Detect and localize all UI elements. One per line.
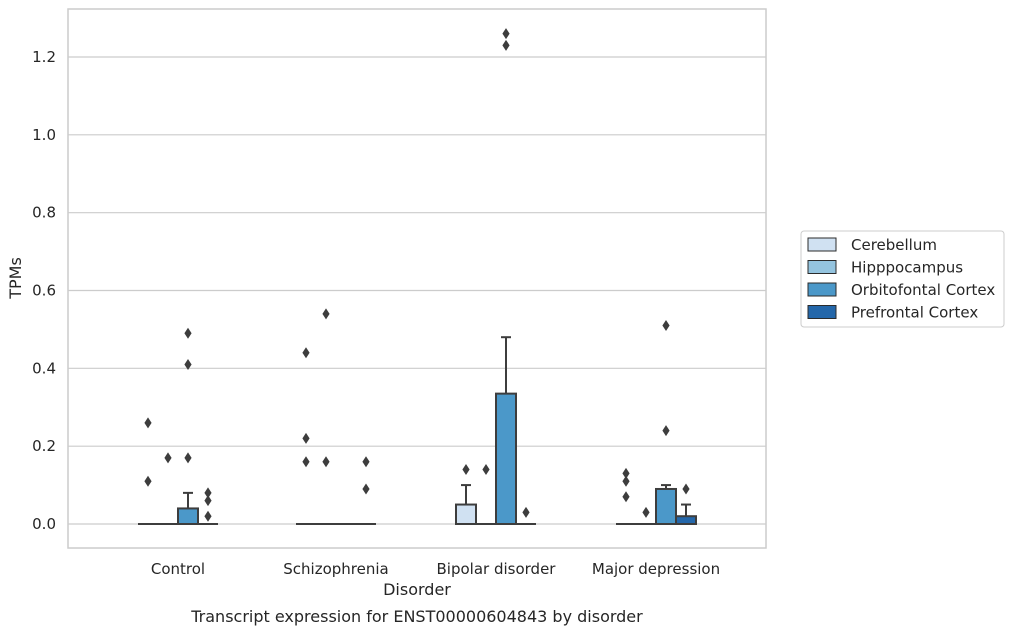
y-tick-label: 0.2 — [32, 437, 56, 455]
outliers — [144, 28, 690, 522]
outlier-point — [482, 464, 490, 476]
box-body — [655, 487, 677, 526]
y-tick-label: 1.0 — [32, 126, 56, 144]
boxes — [138, 336, 697, 526]
box-orbitofontal-cortex — [655, 484, 677, 526]
x-tick-label: Schizophrenia — [283, 560, 388, 578]
y-tick-label: 0.4 — [32, 359, 56, 377]
outlier-point — [204, 510, 212, 522]
outlier-point — [184, 452, 192, 464]
outlier-point — [522, 506, 530, 518]
outlier-point — [622, 475, 630, 487]
box-cerebellum — [455, 484, 477, 525]
outlier-point — [204, 495, 212, 507]
y-tick-label: 1.2 — [32, 48, 56, 66]
x-axis-ticks: Control Schizophrenia Bipolar disorder Majo… — [151, 560, 720, 578]
x-tick-label: Major depression — [592, 560, 720, 578]
y-axis-label: TPMs — [6, 257, 25, 300]
legend-label: Hipppocampus — [851, 259, 963, 277]
box-orbitofontal-cortex — [177, 491, 199, 525]
outlier-point — [362, 483, 370, 495]
box-orbitofontal-cortex — [495, 336, 517, 526]
x-axis-label: Disorder — [383, 580, 451, 599]
y-axis-ticks: 0.0 0.2 0.4 0.6 0.8 1.0 1.2 — [32, 48, 56, 533]
legend-label: Cerebellum — [851, 236, 937, 254]
chart-caption: Transcript expression for ENST0000060484… — [190, 607, 643, 626]
box-body — [675, 515, 697, 526]
outlier-point — [184, 358, 192, 370]
x-tick-label: Bipolar disorder — [437, 560, 557, 578]
box-body — [177, 507, 199, 525]
box-prefrontal-cortex — [675, 503, 697, 526]
outlier-point — [164, 452, 172, 464]
legend-label: Orbitofontal Cortex — [851, 281, 995, 299]
outlier-point — [144, 475, 152, 487]
outlier-point — [682, 483, 690, 495]
plot-area-frame — [67, 8, 767, 549]
legend-swatch — [807, 260, 837, 274]
outlier-point — [302, 347, 310, 359]
outlier-point — [302, 432, 310, 444]
outlier-point — [622, 467, 630, 479]
legend-swatch — [807, 305, 837, 319]
legend-frame — [800, 230, 1005, 328]
outlier-point — [502, 39, 510, 51]
y-tick-label: 0.6 — [32, 282, 56, 300]
legend-swatch — [807, 282, 837, 297]
y-tick-label: 0.0 — [32, 515, 56, 533]
outlier-point — [662, 425, 670, 437]
grid-lines — [68, 56, 766, 525]
box-body — [455, 503, 477, 525]
outlier-point — [302, 456, 310, 468]
outlier-point — [144, 417, 152, 429]
outlier-point — [622, 491, 630, 503]
legend: Cerebellum Hipppocampus Orbitofontal Corte… — [800, 230, 1005, 328]
outlier-point — [322, 308, 330, 320]
outlier-point — [662, 320, 670, 332]
y-tick-label: 0.8 — [32, 204, 56, 222]
outlier-point — [322, 456, 330, 468]
outlier-point — [502, 28, 510, 40]
outlier-point — [362, 456, 370, 468]
x-tick-label: Control — [151, 560, 205, 578]
outlier-point — [642, 506, 650, 518]
legend-label: Prefrontal Cortex — [851, 304, 978, 322]
outlier-point — [204, 487, 212, 499]
box-body — [495, 392, 517, 526]
legend-swatch — [807, 237, 837, 252]
outlier-point — [184, 327, 192, 339]
outlier-point — [462, 464, 470, 476]
